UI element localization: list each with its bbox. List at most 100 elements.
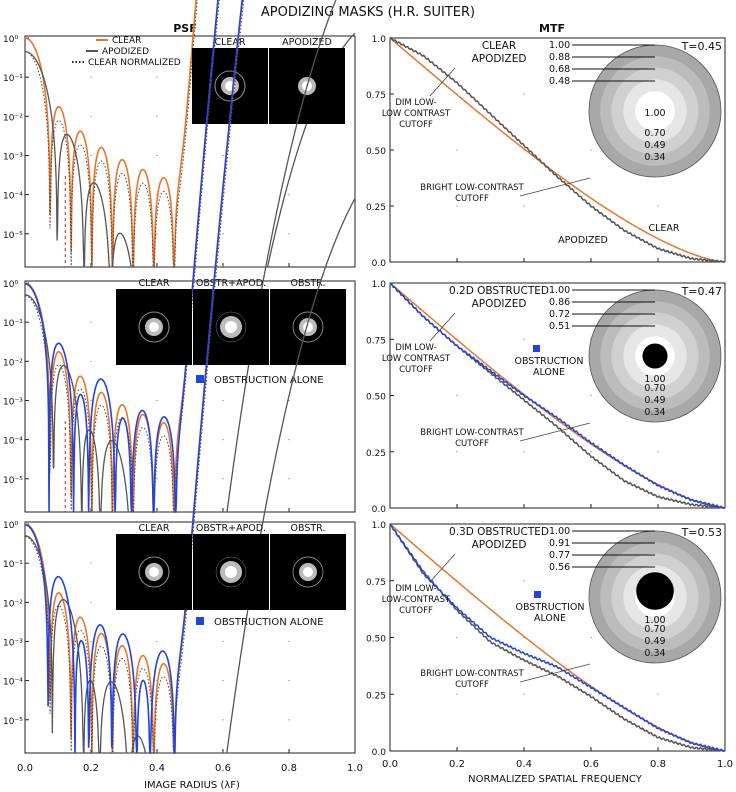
dim-cutoff-label: CUTOFF <box>399 606 433 616</box>
bright-cutoff-leader <box>519 177 591 197</box>
dim-cutoff-label: CUTOFF <box>399 365 433 375</box>
obstruction-alone-swatch <box>196 617 204 625</box>
mtf-curve-clear <box>389 37 726 263</box>
psf-curve-clear <box>24 0 197 268</box>
psf-diffraction-ring <box>292 556 324 588</box>
psf-y-tick-label: 10⁻⁴ <box>3 437 23 447</box>
psf-thumbnail-label: CLEAR <box>138 523 169 534</box>
mtf-y-tick-label: 0.0 <box>372 748 387 758</box>
obstruction-alone-swatch <box>196 375 204 383</box>
psf-y-tick-label: 10⁻³ <box>3 638 23 648</box>
psf-x-tick-label: 1.0 <box>347 763 363 774</box>
mtf-grid-dot <box>523 451 525 453</box>
dim-cutoff-label: DIM LOW- <box>395 343 436 353</box>
mtf-grid-dot <box>590 693 592 695</box>
curve-label-clear: CLEAR <box>648 223 679 234</box>
psf-thumbnail-label: CLEAR <box>138 278 169 289</box>
mtf-heading: APODIZED <box>472 539 527 551</box>
ring-transmission-label: 0.77 <box>549 550 570 561</box>
psf-x-tick-label: 0.0 <box>17 763 33 774</box>
mtf-grid-dot <box>523 205 525 207</box>
psf-grid-dot <box>222 154 224 157</box>
psf-column-title: PSF <box>173 22 197 35</box>
psf-y-tick-label: 10⁰ <box>3 35 18 45</box>
psf-diffraction-ring <box>292 311 324 343</box>
psf-grid-dot <box>288 719 290 721</box>
ring-transmission-label: 1.00 <box>549 526 570 537</box>
mtf-grid-dot <box>523 338 525 340</box>
psf-y-tick-label: 10⁻¹ <box>3 560 23 570</box>
psf-y-tick-label: 10⁰ <box>3 280 18 290</box>
mtf-grid-dot <box>523 693 525 695</box>
mask-zone-label: 0.49 <box>644 140 665 151</box>
psf-grid-dot <box>90 115 92 117</box>
psf-y-tick-label: 10⁻¹ <box>3 74 23 84</box>
psf-grid-dot <box>90 640 92 643</box>
psf-y-tick-label: 10⁻⁵ <box>3 476 23 486</box>
mtf-grid-dot <box>590 394 592 397</box>
mtf-y-tick-label: 0.25 <box>366 449 386 459</box>
psf-grid-dot <box>90 601 92 603</box>
psf-obstruction-alone-label: OBSTRUCTION ALONE <box>214 375 324 386</box>
mtf-curve-obstruction-alone <box>389 282 726 509</box>
psf-thumbnail-label: OBSTR+APOD. <box>196 278 266 289</box>
psf-core <box>224 320 238 334</box>
psf-x-tick-label: 0.6 <box>215 763 231 774</box>
psf-y-tick-label: 10⁻⁵ <box>3 717 23 727</box>
psf-y-tick-label: 10⁻² <box>3 113 23 123</box>
bright-cutoff-leader <box>519 663 591 683</box>
mtf-transmission: T=0.53 <box>681 526 722 539</box>
psf-grid-dot <box>90 154 92 157</box>
psf-grid-dot <box>222 233 224 235</box>
mask-zone-label: 0.49 <box>644 636 665 647</box>
mtf-x-tick-label: 1.0 <box>717 759 733 770</box>
mtf-y-tick-label: 0.75 <box>366 336 386 346</box>
psf-thumbnail-label: OBSTR+APOD. <box>196 523 266 534</box>
mtf-transmission: T=0.45 <box>681 40 722 53</box>
mask-zone-label: 0.70 <box>644 383 665 394</box>
mtf-heading: 0.2D OBSTRUCTED <box>449 285 549 297</box>
psf-diffraction-ring <box>215 311 247 343</box>
bright-cutoff-label: CUTOFF <box>455 439 489 449</box>
figure-title: APODIZING MASKS (H.R. SUITER) <box>261 5 475 20</box>
psf-y-tick-label: 10⁻³ <box>3 397 23 407</box>
psf-panel-1: 10⁰10⁻¹10⁻²10⁻³10⁻⁴10⁻⁵CLEARAPODIZEDCLEA… <box>3 0 356 268</box>
mask-center <box>635 91 675 131</box>
mtf-column-title: MTF <box>539 22 565 35</box>
mtf-x-axis-label: NORMALIZED SPATIAL FREQUENCY <box>468 774 643 785</box>
ring-transmission-label: 0.91 <box>549 538 570 549</box>
psf-grid-dot <box>90 562 92 564</box>
psf-grid-dot <box>222 399 224 402</box>
psf-x-axis-label: IMAGE RADIUS (λF) <box>144 780 240 791</box>
mtf-x-tick-label: 0.8 <box>650 759 666 770</box>
psf-grid-dot <box>156 399 158 402</box>
psf-grid-dot <box>156 115 158 117</box>
psf-thumbnail-label: OBSTR. <box>291 523 326 534</box>
psf-y-tick-label: 10⁻⁵ <box>3 231 23 241</box>
psf-diffraction-ring <box>138 311 170 343</box>
mtf-grid-dot <box>456 205 458 207</box>
mtf-x-tick-label: 0.2 <box>449 759 465 770</box>
psf-y-tick-label: 10⁻³ <box>3 152 23 162</box>
ring-transmission-label: 0.51 <box>549 321 570 332</box>
dim-cutoff-leader <box>429 553 456 583</box>
psf-grid-dot <box>156 719 158 721</box>
dim-cutoff-label: LOW-CONTRAST <box>382 595 451 605</box>
psf-x-tick-label: 0.8 <box>281 763 297 774</box>
mtf-x-tick-label: 0.0 <box>382 759 398 770</box>
mtf-y-tick-label: 0.0 <box>372 505 387 515</box>
mtf-heading: APODIZED <box>472 53 527 65</box>
psf-diffraction-ring <box>138 556 170 588</box>
mtf-heading: 0.3D OBSTRUCTED <box>449 526 549 538</box>
psf-grid-dot <box>288 478 290 480</box>
mtf-grid-dot <box>456 394 458 397</box>
mask-zone-label: 1.00 <box>644 615 665 626</box>
mtf-y-tick-label: 0.25 <box>366 203 386 213</box>
psf-grid-dot <box>288 439 290 441</box>
psf-core <box>224 565 238 579</box>
psf-thumbnail-label: OBSTR. <box>291 278 326 289</box>
bright-cutoff-label: BRIGHT LOW-CONTRAST <box>420 428 524 438</box>
mtf-obstruction-alone-label: OBSTRUCTION <box>514 356 583 367</box>
psf-grid-dot <box>288 194 290 196</box>
mtf-panel-2: 1.0 0.75 0.50 0.25 0.0 0.2D OBSTRUCTEDAPODIZE… <box>366 280 726 515</box>
